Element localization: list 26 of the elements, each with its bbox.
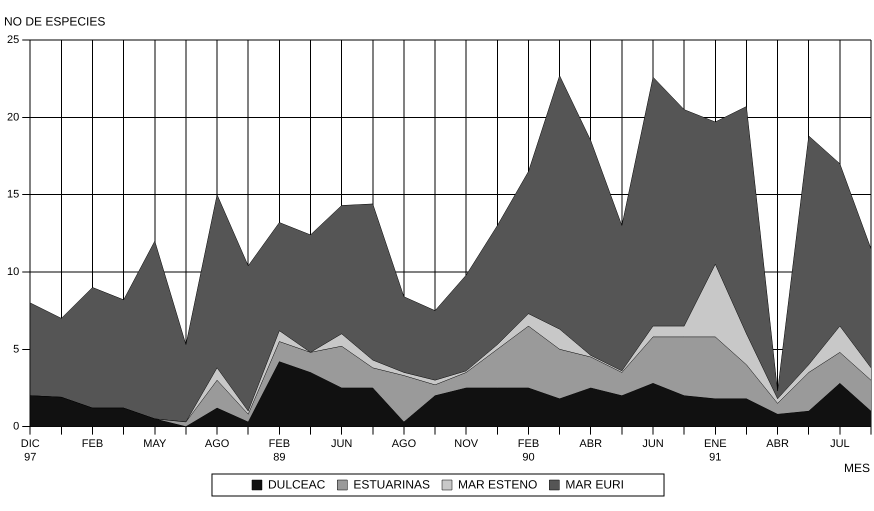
x-tick-label: FEB <box>82 438 104 450</box>
y-tick-label: 5 <box>13 343 20 356</box>
x-tick-label: AGO <box>204 438 230 450</box>
legend-label: ESTUARINAS <box>353 477 430 492</box>
y-tick-label: 20 <box>6 111 20 124</box>
legend-label: MAR ESTENO <box>458 477 538 492</box>
x-tick-label: JUL <box>830 438 850 450</box>
x-tick-label: FEB 89 <box>268 438 290 464</box>
x-tick-label: AGO <box>392 438 417 450</box>
y-tick-label: 25 <box>6 34 20 46</box>
x-tick-label: NOV <box>454 438 479 450</box>
x-tick-label: ABR <box>766 438 789 450</box>
x-tick-label: JUN <box>642 438 664 450</box>
y-axis-title: NO DE ESPECIES <box>4 14 106 28</box>
y-tick-label: 0 <box>13 420 20 433</box>
y-tick-label: 15 <box>6 188 20 201</box>
x-tick-label: ENE 91 <box>704 438 727 464</box>
x-axis-title: MES <box>844 460 870 475</box>
y-tick-label: 10 <box>6 266 20 278</box>
x-tick-label: ABR <box>579 438 602 450</box>
x-tick-label: FEB 90 <box>518 438 540 464</box>
x-tick-label: JUN <box>330 438 352 450</box>
x-tick-label: DIC 97 <box>20 438 40 464</box>
legend-label: DULCEAC <box>268 477 326 492</box>
legend-label: MAR EURI <box>565 477 624 492</box>
x-tick-label: MAY <box>143 438 167 450</box>
